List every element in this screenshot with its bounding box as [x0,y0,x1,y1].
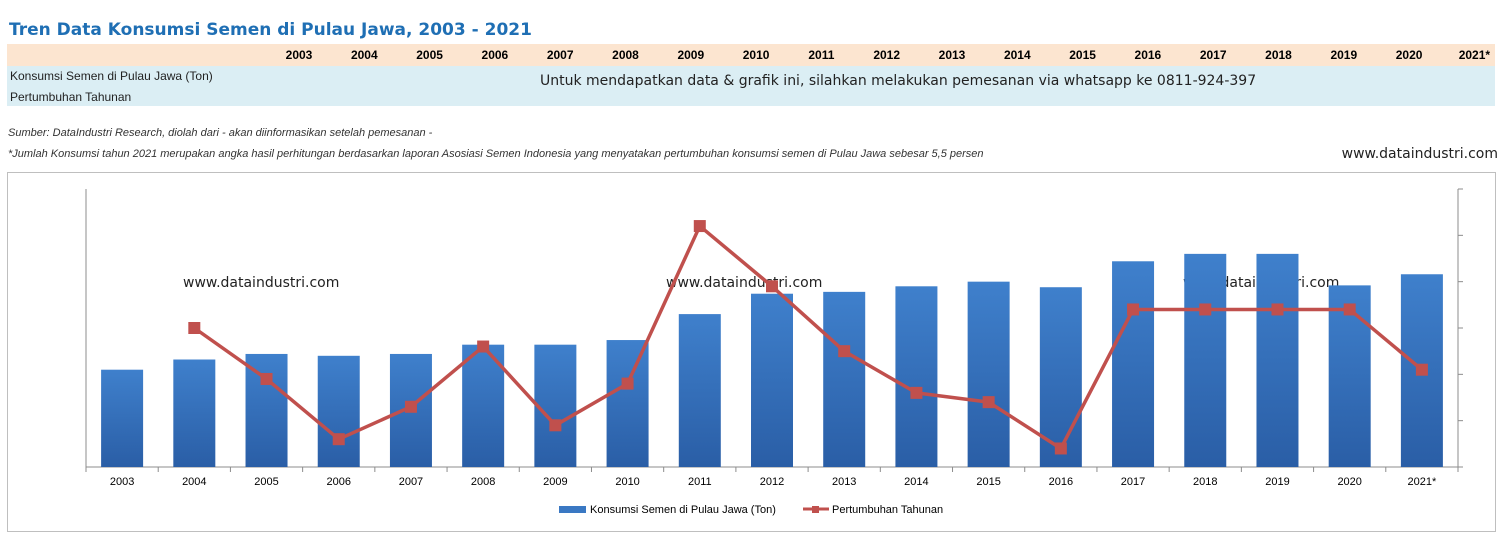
x-label-2021*: 2021* [1408,476,1437,488]
growth-point-2005 [260,372,273,385]
combo-chart: www.dataindustri.com www.dataindustri.co… [85,188,1463,516]
bar-2008 [462,344,505,467]
growth-point-2009 [549,419,562,432]
legend-line-marker [812,506,819,513]
bar-2004 [173,359,216,467]
x-label-2013: 2013 [832,476,856,488]
chart-frame: www.dataindustri.com www.dataindustri.co… [7,172,1496,532]
data-table: 2003 2004 2005 2006 2007 2008 2009 2010 2011 2012… [7,44,1495,106]
x-label-2005: 2005 [254,476,278,488]
legend-bar-label: Konsumsi Semen di Pulau Jawa (Ton) [590,504,776,516]
source-note: Sumber: DataIndustri Research, diolah da… [8,127,433,139]
x-label-2004: 2004 [182,476,206,488]
bar-2015 [967,281,1010,467]
bar-series [101,253,1443,467]
x-label-2014: 2014 [904,476,928,488]
table-year-header: 2006 [481,48,509,62]
growth-point-2012 [766,280,778,293]
table-year-header: 2015 [1069,48,1096,62]
bar-2019 [1256,253,1299,467]
growth-point-2021* [1415,363,1428,376]
bar-2014 [895,286,938,467]
x-label-2016: 2016 [1049,476,1073,488]
growth-point-2010 [621,377,634,390]
table-year-header: 2009 [677,48,705,62]
bar-2009 [534,344,577,467]
table-year-header: 2005 [416,48,443,62]
x-label-2006: 2006 [326,476,350,488]
bar-2018 [1184,253,1227,467]
x-label-2003: 2003 [110,476,134,488]
growth-point-2004 [188,322,201,334]
x-label-2015: 2015 [976,476,1000,488]
x-label-2010: 2010 [615,476,639,488]
x-axis-labels: 2003 2004 2005 2006 2007 2008 2009 2010 2011 2012… [110,476,1437,488]
bar-2020 [1328,285,1371,467]
x-label-2007: 2007 [399,476,423,488]
growth-point-2011 [693,220,706,233]
table-year-header: 2011 [808,48,835,62]
table-year-header: 2016 [1134,48,1162,62]
footnote: *Jumlah Konsumsi tahun 2021 merupakan an… [8,148,984,160]
growth-point-2020 [1343,303,1356,316]
growth-point-2007 [404,400,417,413]
table-year-header: 2014 [1003,48,1031,62]
x-label-2019: 2019 [1265,476,1289,488]
x-label-2020: 2020 [1337,476,1361,488]
table-year-header: 2008 [612,48,639,62]
table-year-header: 2021* [1458,48,1491,62]
growth-line-path [193,224,1424,451]
bar-2003 [101,369,144,467]
legend-bar-swatch [559,506,586,513]
x-label-2017: 2017 [1121,476,1145,488]
growth-point-2008 [477,340,490,353]
x-axis-ticks [85,467,1459,472]
table-year-header: 2010 [742,48,770,62]
growth-point-2015 [982,396,995,409]
table-year-header: 2020 [1395,48,1423,62]
table-year-header: 2004 [350,48,378,62]
table-year-header: 2017 [1199,48,1227,62]
table-year-header: 2018 [1265,48,1292,62]
watermark-left: www.dataindustri.com [183,275,339,291]
table-year-header: 2003 [285,48,313,62]
order-message: Untuk mendapatkan data & grafik ini, sil… [540,73,1257,89]
x-label-2012: 2012 [760,476,784,488]
site-url[interactable]: www.dataindustri.com [1341,146,1498,162]
bar-2011 [678,314,721,467]
growth-point-2013 [838,345,851,358]
bar-2012 [751,293,793,467]
table-body: Konsumsi Semen di Pulau Jawa (Ton) Pertu… [7,66,1495,106]
chart-legend: Konsumsi Semen di Pulau Jawa (Ton) Pertu… [559,504,943,516]
x-label-2011: 2011 [688,476,712,488]
growth-point-2018 [1199,303,1212,316]
growth-point-2017 [1127,303,1140,316]
right-axis-ticks [1458,188,1463,468]
row-label-consumption: Konsumsi Semen di Pulau Jawa (Ton) [10,69,213,83]
bar-2016 [1039,287,1082,467]
growth-point-2006 [332,433,345,446]
growth-point-2014 [910,386,923,399]
table-year-header: 2013 [938,48,966,62]
line-series [188,220,1428,455]
x-label-2018: 2018 [1193,476,1217,488]
x-label-2009: 2009 [543,476,567,488]
page-title: Tren Data Konsumsi Semen di Pulau Jawa, … [9,20,532,40]
table-year-header: 2019 [1330,48,1358,62]
table-year-header: 2012 [873,48,901,62]
growth-point-2019 [1271,303,1284,316]
bar-2017 [1112,261,1155,467]
watermark-center: www.dataindustri.com [666,275,822,291]
table-year-header: 2007 [546,48,574,62]
row-label-growth: Pertumbuhan Tahunan [10,90,132,104]
growth-point-2016 [1054,442,1067,455]
bar-2010 [606,340,649,467]
legend-line-label: Pertumbuhan Tahunan [832,504,943,516]
x-label-2008: 2008 [471,476,495,488]
bar-2005 [245,353,288,467]
table-header-row: 2003 2004 2005 2006 2007 2008 2009 2010 2011 2012… [7,44,1495,66]
bar-2013 [823,291,866,467]
bar-2006 [317,355,360,467]
